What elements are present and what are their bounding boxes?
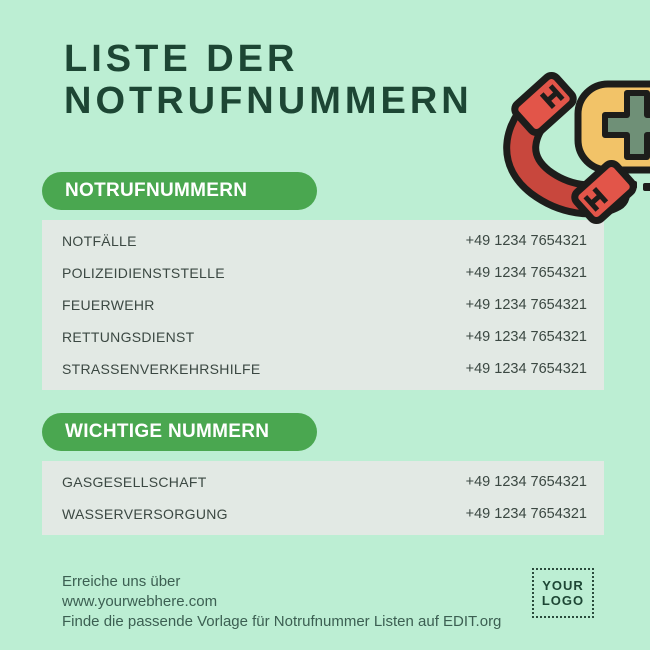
service-label: RETTUNGSDIENST (62, 329, 195, 345)
number-row: FEUERWEHR +49 1234 7654321 (42, 289, 604, 321)
footer: Erreiche uns über www.yourwebhere.com Fi… (62, 572, 501, 632)
phone-number: +49 1234 7654321 (465, 329, 587, 345)
important-numbers-panel: GASGESELLSCHAFT +49 1234 7654321 WASSERV… (42, 461, 604, 535)
phone-number: +49 1234 7654321 (465, 506, 587, 522)
section-heading-badge: NOTRUFNUMMERN (42, 172, 317, 210)
number-row: STRASSENVERKEHRSHILFE +49 1234 7654321 (42, 353, 604, 385)
number-row: RETTUNGSDIENST +49 1234 7654321 (42, 321, 604, 353)
footer-contact-label: Erreiche uns über (62, 573, 181, 590)
number-row: POLIZEIDIENSTSTELLE +49 1234 7654321 (42, 257, 604, 289)
phone-number: +49 1234 7654321 (465, 297, 587, 313)
phone-number: +49 1234 7654321 (465, 233, 587, 249)
service-label: FEUERWEHR (62, 297, 155, 313)
number-row: GASGESELLSCHAFT +49 1234 7654321 (42, 466, 604, 498)
logo-text-line1: YOUR (542, 578, 584, 593)
service-label: WASSERVERSORGUNG (62, 506, 228, 522)
phone-number: +49 1234 7654321 (465, 265, 587, 281)
emergency-phone-icon (503, 71, 650, 225)
number-row: WASSERVERSORGUNG +49 1234 7654321 (42, 498, 604, 530)
phone-number: +49 1234 7654321 (465, 474, 587, 490)
service-label: POLIZEIDIENSTSTELLE (62, 265, 225, 281)
logo-placeholder[interactable]: YOUR LOGO (532, 568, 594, 618)
medical-cross-icon (602, 90, 650, 160)
footer-website-link[interactable]: www.yourwebhere.com (62, 593, 218, 610)
logo-text-line2: LOGO (541, 593, 585, 608)
service-label: NOTFÄLLE (62, 233, 137, 249)
service-label: STRASSENVERKEHRSHILFE (62, 361, 261, 377)
service-label: GASGESELLSCHAFT (62, 474, 207, 490)
page-title-line2: NOTRUFNUMMERN (64, 80, 473, 122)
number-row: NOTFÄLLE +49 1234 7654321 (42, 225, 604, 257)
section-important-numbers: WICHTIGE NUMMERN GASGESELLSCHAFT +49 123… (42, 413, 604, 535)
phone-number: +49 1234 7654321 (465, 361, 587, 377)
section-heading-label: WICHTIGE NUMMERN (65, 421, 270, 442)
page-title-line1: LISTE DER (64, 38, 299, 80)
section-emergency-numbers: NOTRUFNUMMERN NOTFÄLLE +49 1234 7654321 … (42, 172, 604, 390)
emergency-numbers-panel: NOTFÄLLE +49 1234 7654321 POLIZEIDIENSTS… (42, 220, 604, 390)
section-heading-badge: WICHTIGE NUMMERN (42, 413, 317, 451)
section-heading-label: NOTRUFNUMMERN (65, 180, 248, 201)
footer-credit: Finde die passende Vorlage für Notrufnum… (62, 613, 502, 630)
page-title: LISTE DER NOTRUFNUMMERN (64, 38, 473, 122)
